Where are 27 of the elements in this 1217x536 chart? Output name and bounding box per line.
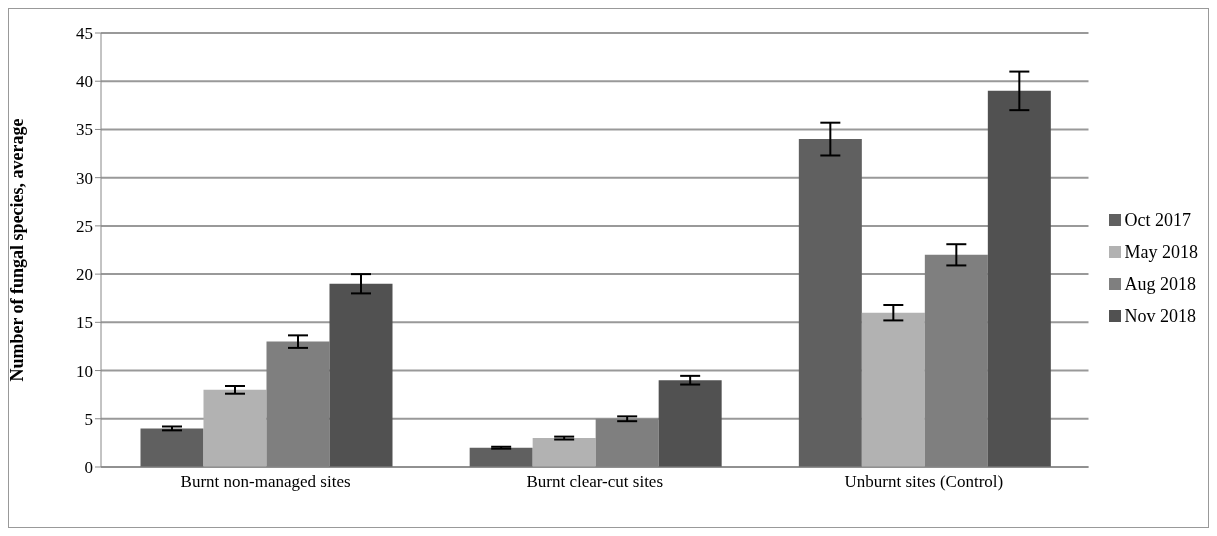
y-tick-label: 20 bbox=[76, 265, 93, 285]
y-tick-label: 5 bbox=[84, 409, 93, 429]
legend-label: Nov 2018 bbox=[1124, 305, 1196, 328]
x-tick-label: Unburnt sites (Control) bbox=[844, 472, 1004, 492]
y-tick-label: 15 bbox=[76, 313, 93, 333]
y-tick-label: 30 bbox=[76, 168, 93, 188]
bar bbox=[140, 428, 204, 467]
bar bbox=[798, 139, 862, 467]
bar bbox=[203, 389, 267, 467]
x-tick-label: Burnt clear-cut sites bbox=[526, 472, 664, 492]
bar bbox=[532, 438, 596, 467]
bar bbox=[469, 447, 533, 467]
legend-label: May 2018 bbox=[1124, 241, 1198, 264]
y-tick-label: 0 bbox=[84, 458, 93, 478]
y-tick-label: 45 bbox=[76, 24, 93, 44]
bar bbox=[861, 312, 925, 467]
y-tick-label: 10 bbox=[76, 361, 93, 381]
bar bbox=[987, 90, 1051, 467]
x-tick-label: Burnt non-managed sites bbox=[180, 472, 351, 492]
y-tick-label: 40 bbox=[76, 72, 93, 92]
bar bbox=[329, 283, 393, 467]
y-tick-label: 25 bbox=[76, 216, 93, 236]
legend-label: Oct 2017 bbox=[1124, 209, 1191, 232]
legend-label: Aug 2018 bbox=[1124, 273, 1196, 296]
y-axis-title: Number of fungal species, average bbox=[7, 118, 28, 382]
y-tick-label: 35 bbox=[76, 120, 93, 140]
bar bbox=[658, 380, 722, 467]
